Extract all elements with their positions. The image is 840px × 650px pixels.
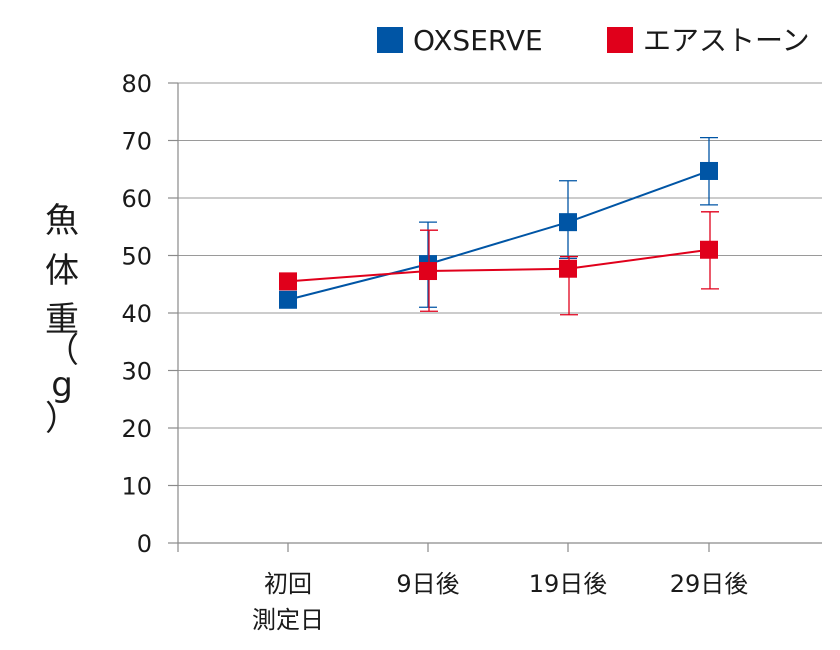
y-tick-labels: 0 10 20 30 40 50 60 70 80	[121, 70, 152, 558]
y-axis-label-char: （	[45, 331, 79, 371]
x-category-label: 9日後	[396, 570, 459, 598]
series-line	[287, 170, 710, 301]
y-tick-label: 80	[121, 70, 152, 98]
series-0	[279, 136, 718, 309]
y-tick-label: 60	[121, 185, 152, 213]
y-axis-label-char: ）	[45, 399, 79, 439]
legend-swatch	[607, 27, 633, 53]
y-axis-label-char: 魚	[45, 201, 79, 241]
data-point	[279, 290, 297, 309]
y-tick-label: 50	[121, 243, 152, 271]
data-point	[279, 272, 297, 291]
data-point	[700, 240, 718, 259]
y-axis-label-char: 重	[45, 300, 79, 340]
legend: OXSERVE エアストーン	[377, 24, 810, 57]
data-point	[559, 213, 577, 232]
y-axis-label-char: 体	[45, 251, 79, 291]
x-category-label: 測定日	[252, 606, 324, 634]
y-tick-label: 40	[121, 300, 152, 328]
data-point	[419, 262, 437, 281]
legend-swatch	[377, 27, 403, 53]
legend-label: OXSERVE	[413, 24, 543, 57]
y-tick-label: 70	[121, 128, 152, 156]
data-point	[559, 259, 577, 278]
axes	[168, 82, 822, 552]
x-category-label: 19日後	[529, 570, 608, 598]
y-axis-label-char: g	[51, 365, 73, 405]
series-1	[279, 211, 719, 316]
legend-label: エアストーン	[643, 24, 810, 57]
x-category-label: 29日後	[670, 570, 749, 598]
grid	[178, 82, 822, 486]
data-point	[700, 161, 718, 180]
y-tick-label: 20	[121, 415, 152, 443]
y-tick-label: 0	[137, 530, 152, 558]
x-category-label: 初回	[264, 570, 312, 598]
series-layer	[279, 136, 719, 316]
series-line	[287, 248, 710, 283]
y-tick-label: 30	[121, 358, 152, 386]
y-tick-label: 10	[121, 473, 152, 501]
y-axis-label: 魚体重（g）	[45, 201, 79, 439]
